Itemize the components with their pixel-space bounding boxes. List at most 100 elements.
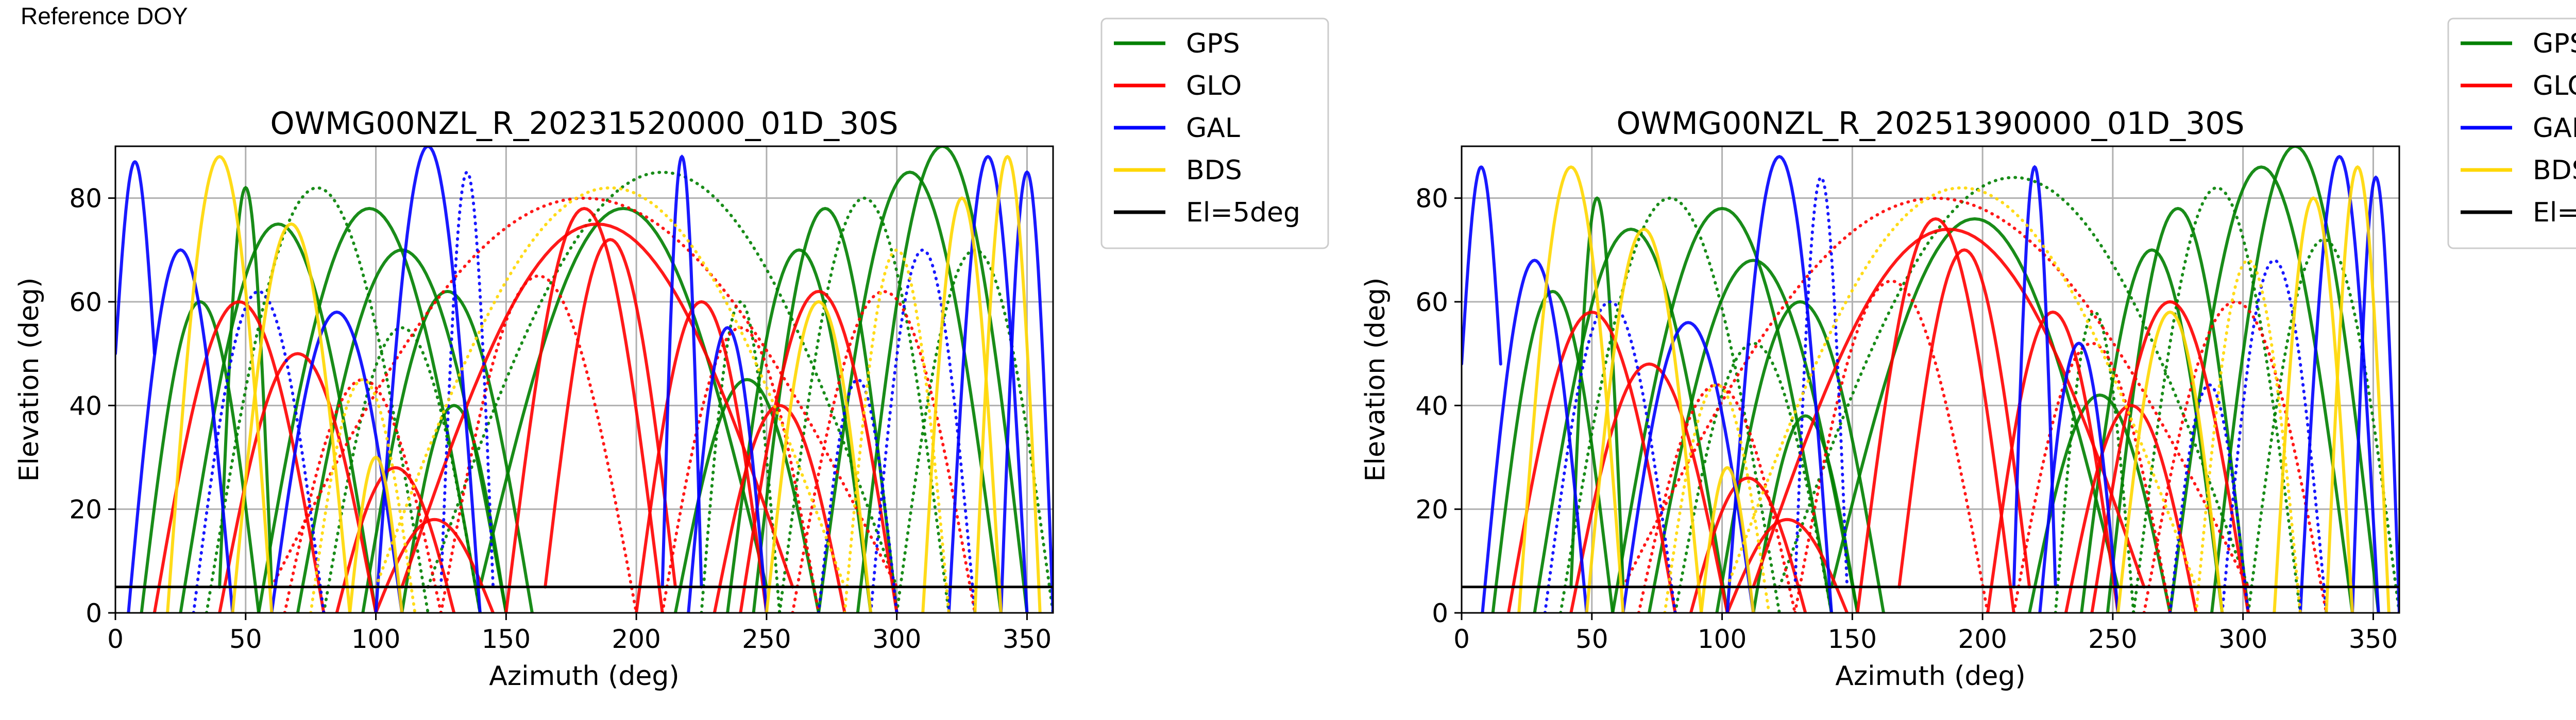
track-bds <box>1663 383 1771 613</box>
legend-entry-label: El=5deg <box>2533 197 2576 228</box>
track-gal <box>660 154 703 589</box>
chart-title: OWMG00NZL_R_20251390000_01D_30S <box>1616 106 2244 142</box>
track-gal <box>1481 259 1588 613</box>
track-gal <box>1543 300 1677 613</box>
x-tick-label: 200 <box>1958 624 2007 654</box>
x-tick-label: 300 <box>872 624 921 654</box>
x-axis-label: Azimuth (deg) <box>489 661 679 692</box>
track-gal <box>687 326 768 613</box>
track-gal <box>947 155 1029 613</box>
track-gps <box>1752 414 1859 613</box>
x-tick-label: 250 <box>742 624 791 654</box>
track-gps <box>426 170 899 589</box>
track-gps <box>2168 165 2354 613</box>
track-glo <box>1621 196 2250 589</box>
track-gps <box>179 222 378 613</box>
track-gal <box>999 170 1053 613</box>
track-glo <box>439 274 638 613</box>
track-gal <box>439 170 495 589</box>
track-gps <box>2210 146 2380 613</box>
chart-title: OWMG00NZL_R_20231520000_01D_30S <box>270 106 898 142</box>
track-gps <box>1673 341 1833 613</box>
track-gps <box>218 185 274 589</box>
track-bds <box>166 155 274 613</box>
legend: GPS GLO GAL BDS El=5deg <box>2447 18 2576 249</box>
y-tick-label: 60 <box>69 287 102 317</box>
legend-entry-label: GPS <box>2533 28 2576 59</box>
charts-layer: 0 50 100 150 200 250 300 350020406080OWMG00NZL_… <box>14 18 2576 692</box>
track-gps <box>726 248 873 613</box>
legend-entry-label: BDS <box>2533 155 2576 186</box>
track-gps <box>1569 196 1625 589</box>
track-gal <box>1725 155 1833 613</box>
plot-area <box>1462 146 2399 613</box>
track-gps <box>2106 207 2250 613</box>
legend-entry-label: GLO <box>1186 71 1242 101</box>
track-gps <box>478 207 768 589</box>
track-glo <box>283 378 443 613</box>
x-tick-label: 0 <box>107 624 124 654</box>
y-tick-label: 60 <box>1415 287 1448 317</box>
track-gps <box>1491 289 1615 613</box>
x-tick-label: 100 <box>351 624 400 654</box>
y-tick-label: 20 <box>69 495 102 525</box>
track-bds <box>2325 165 2391 613</box>
track-gal <box>869 248 977 613</box>
track-gal <box>115 160 156 355</box>
track-glo <box>335 466 456 613</box>
y-tick-label: 40 <box>69 391 102 421</box>
track-gps <box>140 300 261 613</box>
track-bds <box>2194 259 2302 613</box>
legend-entry-label: GLO <box>2533 71 2576 101</box>
x-tick-label: 350 <box>2349 624 2398 654</box>
x-tick-label: 50 <box>1575 624 1608 654</box>
track-gps <box>856 146 1029 613</box>
legend-box <box>1100 18 1329 249</box>
track-gps <box>752 207 899 613</box>
track-gal <box>1793 175 1849 589</box>
track-glo <box>713 404 846 613</box>
track-bds <box>843 248 951 613</box>
legend: GPS GLO GAL BDS El=5deg <box>1100 18 1329 249</box>
y-axis-label: Elevation (deg) <box>1360 278 1391 482</box>
track-glo <box>1752 228 2146 589</box>
track-gps <box>1829 217 2120 589</box>
track-gal <box>2351 175 2399 613</box>
track-gps <box>778 196 951 613</box>
y-axis-label: Elevation (deg) <box>14 278 45 482</box>
track-gal <box>127 248 234 613</box>
track-glo <box>504 207 664 613</box>
track-glo <box>1793 279 1990 613</box>
track-glo <box>2012 341 2172 613</box>
track-bds <box>1700 466 1755 613</box>
legend-entry-label: GAL <box>2533 113 2576 144</box>
x-tick-label: 250 <box>2088 624 2137 654</box>
chart-2: 0 50 100 150 200 250 300 350 0 20 40 60 80 OWMG00NZL_… <box>1360 18 2576 692</box>
y-tick-label: 40 <box>1415 391 1448 421</box>
track-glo <box>2142 300 2328 613</box>
track-gal <box>192 289 326 613</box>
track-glo <box>1569 362 1729 613</box>
y-tick-label: 80 <box>1415 184 1448 214</box>
legend-entry-label: GPS <box>1186 28 1240 59</box>
track-bds <box>2116 311 2224 613</box>
track-bds <box>1517 165 1625 613</box>
chart-1: 0 50 100 150 200 250 300 350 0 20 40 60 80 OWMG00NZL_… <box>14 18 1329 692</box>
plot-frame <box>1461 145 2400 614</box>
page-header: Reference DOY <box>21 3 188 29</box>
x-tick-label: 100 <box>1698 624 1747 654</box>
track-glo <box>544 238 677 589</box>
track-bds <box>765 300 873 613</box>
plot-frame <box>114 145 1054 614</box>
track-bds <box>921 196 1003 613</box>
track-bds <box>231 222 351 613</box>
track-gal <box>817 378 899 613</box>
track-bds <box>2273 196 2354 613</box>
legend-entry-label: GAL <box>1186 113 1240 144</box>
track-glo <box>1856 217 2015 613</box>
legend-entry-label: BDS <box>1186 155 1242 186</box>
track-glo <box>1986 311 2120 613</box>
x-axis-label: Azimuth (deg) <box>1835 661 2025 692</box>
track-glo <box>791 289 977 613</box>
